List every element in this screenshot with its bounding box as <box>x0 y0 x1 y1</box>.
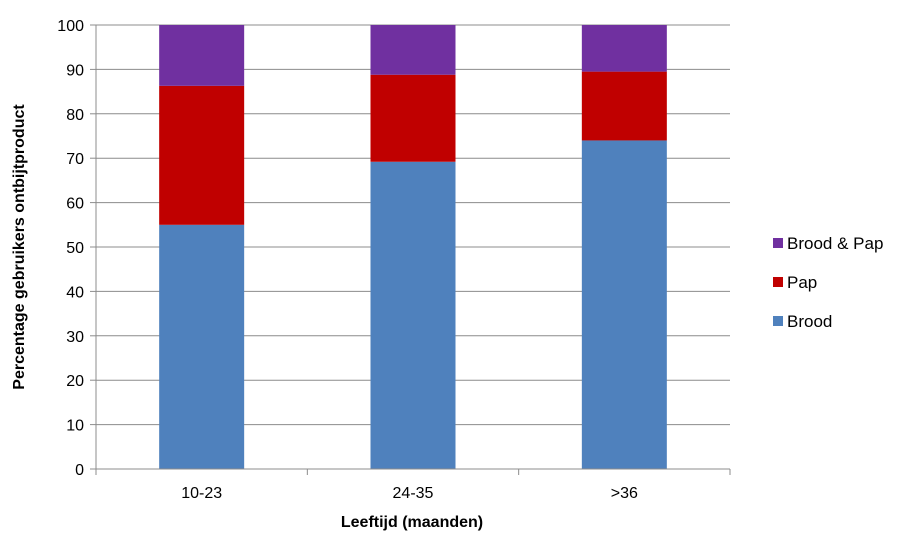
x-tick-label: 10-23 <box>181 485 222 502</box>
y-tick-label: 40 <box>66 284 84 301</box>
y-tick-label: 60 <box>66 196 84 213</box>
bars <box>159 25 667 469</box>
y-tick-label: 10 <box>66 418 84 435</box>
legend-swatch-brood-pap <box>773 238 783 248</box>
legend-swatch-brood <box>773 316 783 326</box>
legend-label-brood: Brood <box>787 312 832 331</box>
bar-brood-pap-2 <box>370 25 456 75</box>
bar-pap-1 <box>159 85 245 225</box>
axes <box>95 25 731 475</box>
y-tick-label: 70 <box>66 151 84 168</box>
bar-brood-pap-3 <box>581 25 667 72</box>
bar-brood-1 <box>159 224 245 469</box>
y-axis-title: Percentage gebruikers ontbijtproduct <box>11 104 28 390</box>
x-tick-label: >36 <box>611 485 638 502</box>
y-tick-label: 0 <box>75 462 84 479</box>
y-tick-label: 50 <box>66 240 84 257</box>
bar-pap-2 <box>370 74 456 162</box>
x-axis-title: Leeftijd (maanden) <box>341 514 483 531</box>
bar-brood-pap-1 <box>159 25 245 86</box>
x-tick-labels: 10-23 24-35 >36 <box>181 485 638 502</box>
y-tick-label: 100 <box>57 18 84 35</box>
bar-brood-2 <box>370 161 456 469</box>
y-tick-label: 30 <box>66 329 84 346</box>
legend-swatch-pap <box>773 277 783 287</box>
y-tick-label: 20 <box>66 373 84 390</box>
legend: Brood & Pap Pap Brood <box>773 234 883 331</box>
legend-label-pap: Pap <box>787 273 817 292</box>
legend-label-brood-pap: Brood & Pap <box>787 234 883 253</box>
bar-pap-3 <box>581 71 667 141</box>
y-tick-labels: 0 10 20 30 40 50 60 70 80 90 100 <box>57 18 84 479</box>
bar-brood-3 <box>581 140 667 469</box>
y-tick-label: 80 <box>66 107 84 124</box>
y-tick-label: 90 <box>66 62 84 79</box>
x-tick-label: 24-35 <box>393 485 434 502</box>
